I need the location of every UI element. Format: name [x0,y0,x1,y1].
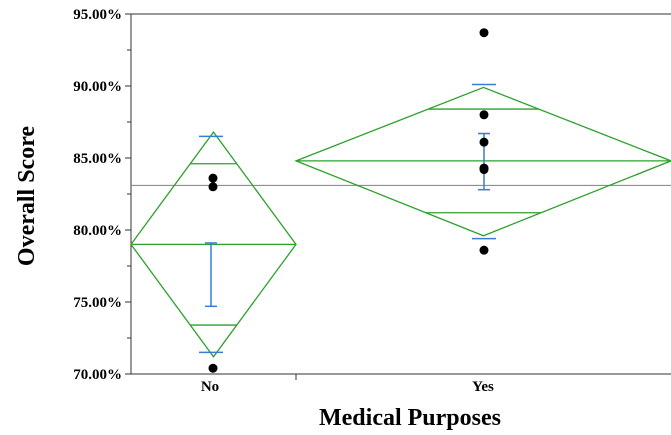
y-axis-title: Overall Score [14,126,40,267]
y-tick-label: 75.00% [73,295,122,311]
points-layer [208,28,489,373]
data-point [208,363,218,373]
diamonds-layer [130,86,671,358]
y-tick-label: 80.00% [73,223,122,239]
error-bars-layer [199,83,496,354]
data-point [208,173,218,183]
y-tick-label: 95.00% [73,7,122,23]
y-tick-label: 70.00% [73,367,122,383]
y-tick-label: 90.00% [73,79,122,95]
x-axis-title: Medical Purposes [319,405,501,431]
data-point [479,165,489,175]
data-point [479,137,489,147]
x-tick-label: No [201,379,219,395]
means-diamond [294,86,671,237]
y-axis: 70.00% 75.00% 80.00% 85.00% 90.00% 95.00% [73,7,131,383]
data-point [479,245,489,255]
x-axis: No Yes [201,374,494,395]
data-point [208,182,218,192]
x-tick-label: Yes [472,379,494,395]
data-point [479,28,489,38]
y-tick-label: 85.00% [73,151,122,167]
data-point [479,110,489,120]
plot-frame [130,13,671,375]
